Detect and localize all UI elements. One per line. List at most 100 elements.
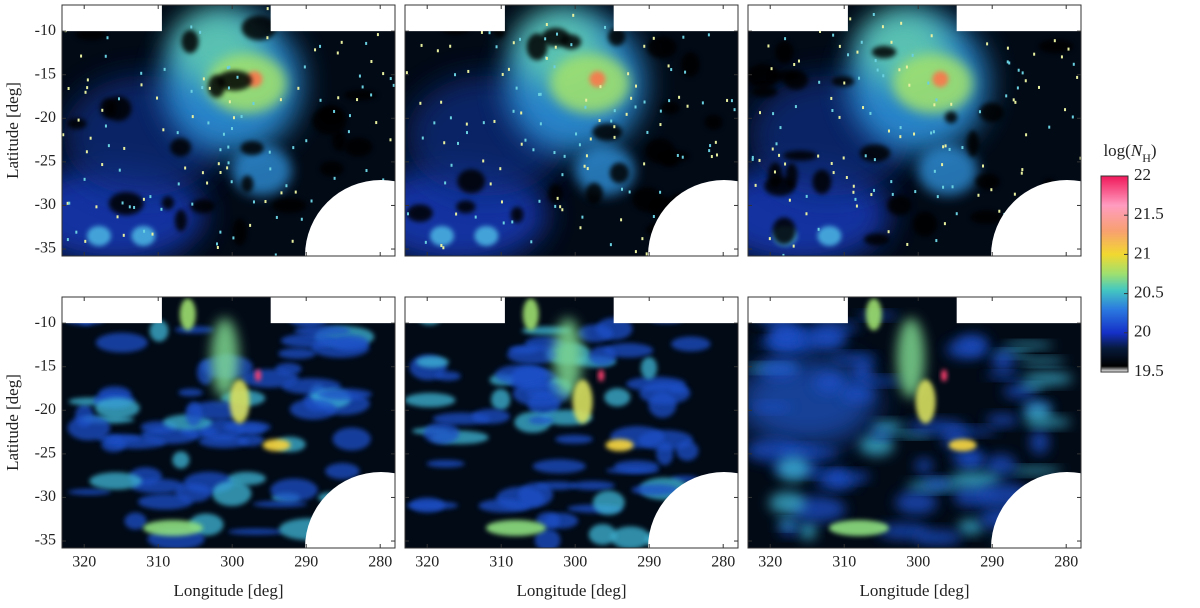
emission [915, 379, 936, 424]
speckle [340, 40, 343, 44]
speckle [942, 185, 945, 189]
speckle [1006, 60, 1009, 64]
x-tick-label: 300 [220, 554, 244, 571]
emission [847, 471, 870, 482]
speckle [578, 143, 581, 147]
speckle [1048, 125, 1051, 129]
emission [607, 27, 626, 46]
speckle [488, 31, 491, 35]
speckle [142, 197, 145, 201]
speckle [620, 187, 623, 191]
y-tick-label: -10 [35, 22, 56, 39]
speckle [66, 201, 69, 205]
speckle [268, 150, 271, 154]
colorbar-tick-label: 21.5 [1134, 204, 1164, 223]
emission [143, 519, 203, 536]
x-tick-label: 280 [711, 554, 735, 571]
emission [478, 498, 530, 513]
speckle [767, 44, 770, 48]
speckle [1008, 61, 1011, 65]
emission [240, 369, 299, 388]
emission [956, 334, 989, 354]
emission [406, 501, 459, 510]
emission [802, 328, 844, 350]
speckle [160, 207, 163, 211]
speckle [482, 121, 485, 125]
speckle [228, 65, 231, 69]
speckle [230, 127, 233, 131]
speckle [319, 44, 322, 48]
emission [416, 356, 449, 368]
emission [456, 200, 476, 214]
speckle [645, 252, 648, 256]
emission [783, 150, 818, 161]
speckle [151, 232, 154, 236]
speckle [1025, 133, 1028, 137]
speckle [627, 72, 630, 76]
speckle [817, 154, 820, 158]
no-data [613, 297, 738, 324]
y-tick-label: -25 [35, 445, 56, 462]
speckle [1006, 46, 1009, 50]
emission [526, 33, 548, 61]
speckle [864, 154, 867, 158]
speckle [370, 93, 373, 97]
speckle [305, 139, 308, 143]
axes-frame [404, 4, 739, 257]
emission [639, 381, 691, 405]
speckle [977, 193, 980, 197]
speckle [561, 208, 564, 212]
speckle [900, 21, 903, 25]
emission [332, 130, 347, 152]
speckle [84, 90, 87, 94]
speckle [667, 64, 670, 68]
speckle [85, 150, 88, 154]
emission [863, 233, 890, 246]
speckle [771, 147, 774, 151]
speckle [406, 212, 409, 216]
emission [1038, 39, 1074, 54]
emission [161, 196, 175, 210]
speckle [201, 171, 204, 175]
x-axis-label: Longitude [deg] [517, 581, 627, 600]
speckle [634, 84, 637, 88]
y-tick-label: -15 [35, 357, 56, 374]
speckle [95, 205, 98, 209]
speckle [955, 212, 958, 216]
emission [430, 225, 454, 246]
speckle [899, 126, 902, 130]
map-image [405, 297, 738, 548]
speckle [389, 138, 392, 142]
speckle [759, 111, 762, 115]
speckle [219, 170, 222, 174]
emission [986, 414, 1019, 427]
emission [332, 427, 371, 451]
speckle [793, 62, 796, 66]
emission [1024, 403, 1052, 422]
speckle [982, 164, 985, 168]
speckle [873, 188, 876, 192]
speckle [553, 65, 556, 69]
emission [588, 524, 617, 545]
emission [198, 434, 249, 449]
speckle [269, 167, 272, 171]
speckle [294, 190, 297, 194]
emission [185, 401, 203, 427]
speckle [1016, 86, 1019, 90]
speckle [184, 166, 187, 170]
speckle [676, 153, 679, 157]
emission [831, 76, 855, 87]
emission [457, 169, 486, 194]
speckle [217, 162, 220, 166]
speckle [852, 190, 855, 194]
speckle [365, 41, 368, 45]
x-tick-label: 320 [72, 554, 96, 571]
speckle [586, 167, 589, 171]
colorbar-label-part: log( [1103, 141, 1131, 160]
emission [777, 456, 810, 482]
speckle [389, 77, 392, 81]
speckle [532, 148, 535, 152]
speckle [1033, 52, 1036, 56]
y-tick-label: -15 [35, 65, 56, 82]
speckle [927, 81, 930, 85]
